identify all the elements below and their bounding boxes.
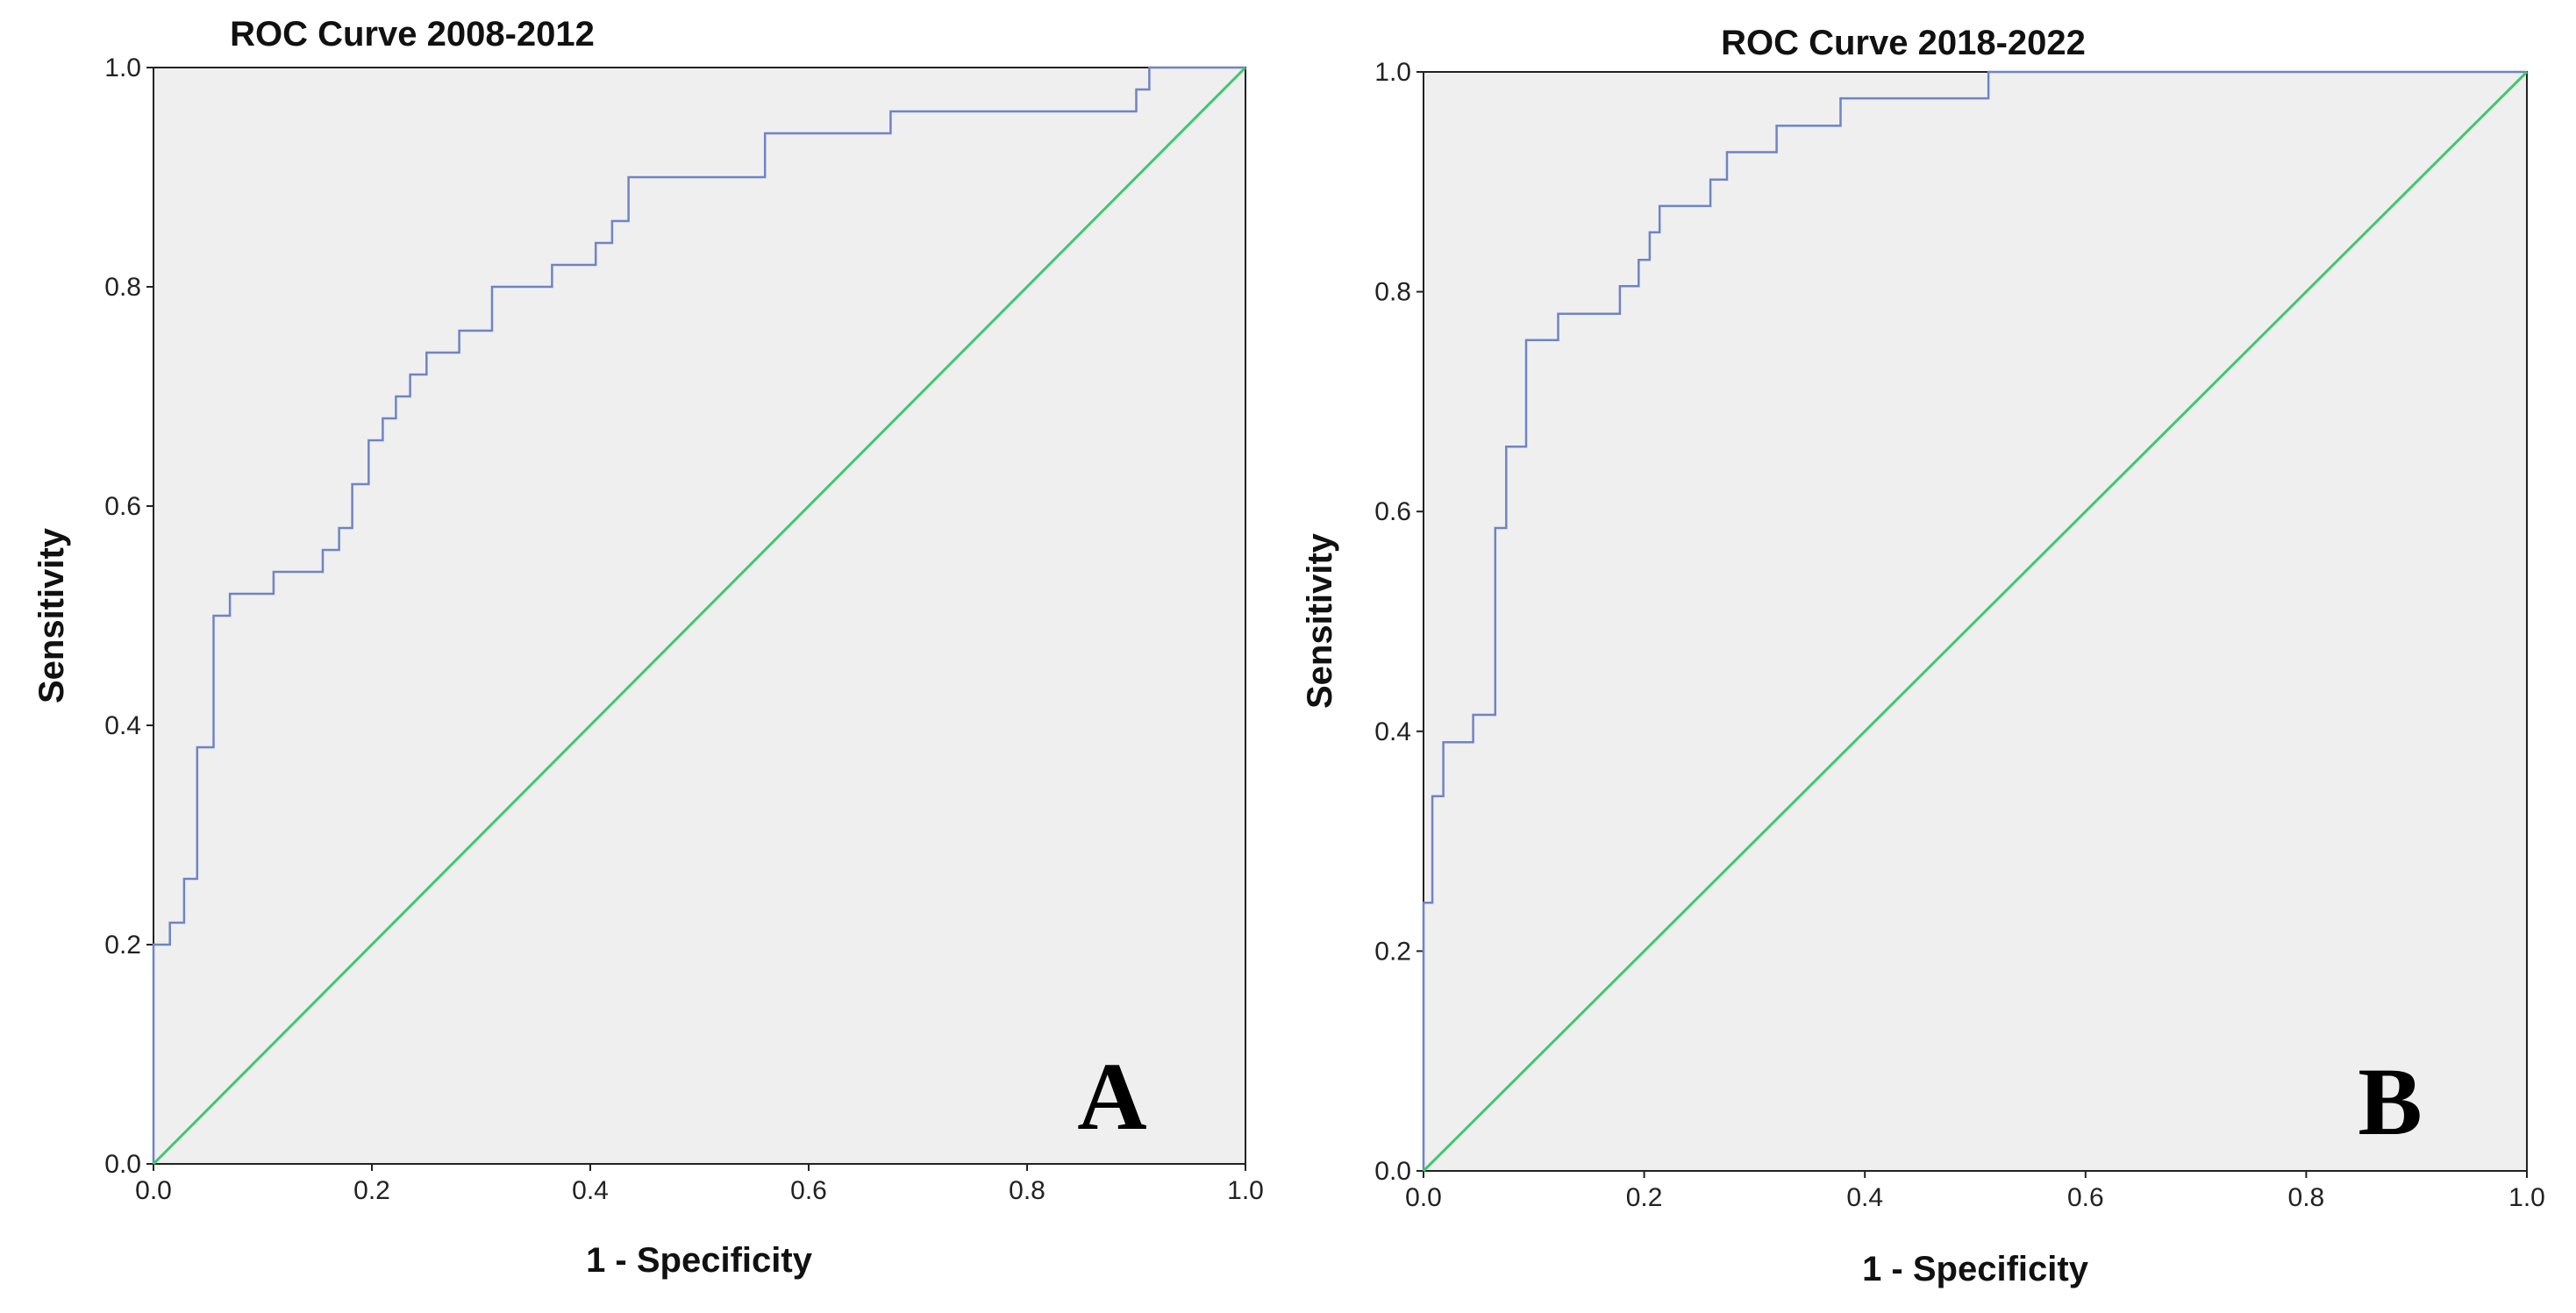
y-axis-label: Sensitivity: [32, 527, 71, 703]
x-axis-label: 1 - Specificity: [1862, 1250, 2089, 1288]
series-group: [1422, 70, 2529, 1173]
chart-title: ROC Curve 2018-2022: [1721, 24, 2086, 62]
x-tick-label: 0.2: [1626, 1183, 1663, 1212]
x-tick-label: 0.6: [2067, 1183, 2104, 1212]
x-tick-label: 0.6: [790, 1176, 827, 1205]
y-tick-label: 0.6: [104, 492, 141, 521]
chart-title: ROC Curve 2008-2012: [230, 15, 595, 54]
y-tick-label: 1.0: [1374, 58, 1411, 87]
panel-label: A: [1077, 1043, 1146, 1150]
x-tick-label: 0.4: [1846, 1183, 1883, 1212]
y-tick-label: 0.4: [1374, 717, 1411, 746]
reference-line: [1422, 70, 2529, 1173]
y-tick-label: 0.0: [1374, 1157, 1411, 1186]
x-tick-label: 0.4: [572, 1176, 609, 1205]
y-tick-label: 0.0: [104, 1150, 141, 1179]
reference-line: [152, 66, 1247, 1166]
x-axis-label: 1 - Specificity: [586, 1241, 813, 1280]
panel-label: B: [2358, 1048, 2422, 1155]
x-tick-label: 0.0: [135, 1176, 172, 1205]
y-axis-label: Sensitivity: [1301, 532, 1339, 709]
roc-curve-line: [152, 66, 1245, 1164]
tick-labels: 0.0 0.2 0.4 0.6 0.8 1.0 0.0 0.2 0.4 0.6 0.8 1.0: [1374, 58, 2545, 1212]
y-tick-label: 0.8: [104, 273, 141, 302]
x-tick-label: 0.8: [1009, 1176, 1045, 1205]
x-tick-label: 0.0: [1405, 1183, 1442, 1212]
x-tick-label: 1.0: [2508, 1183, 2545, 1212]
y-tick-label: 0.2: [104, 931, 141, 960]
y-tick-label: 0.4: [104, 711, 141, 740]
x-tick-label: 1.0: [1227, 1176, 1264, 1205]
x-tick-label: 0.8: [2288, 1183, 2325, 1212]
y-tick-label: 0.2: [1374, 937, 1411, 966]
x-tick-label: 0.2: [353, 1176, 390, 1205]
panel-b: ROC Curve 2018-2022 0.0 0.2 0.4 0.6 0.8 1.00.…: [1301, 24, 2545, 1288]
y-tick-label: 0.6: [1374, 497, 1411, 526]
series-group: [152, 66, 1247, 1166]
y-tick-label: 0.8: [1374, 278, 1411, 307]
panel-a: ROC Curve 2008-2012 0.0 0.2 0.4 0.6 0.8 1.00.…: [32, 15, 1264, 1280]
y-tick-label: 1.0: [104, 54, 141, 82]
tick-labels: 0.0 0.2 0.4 0.6 0.8 1.0 0.0 0.2 0.4 0.6 0.8 1.0: [104, 54, 1264, 1205]
roc-curve-line: [1422, 70, 2527, 1171]
